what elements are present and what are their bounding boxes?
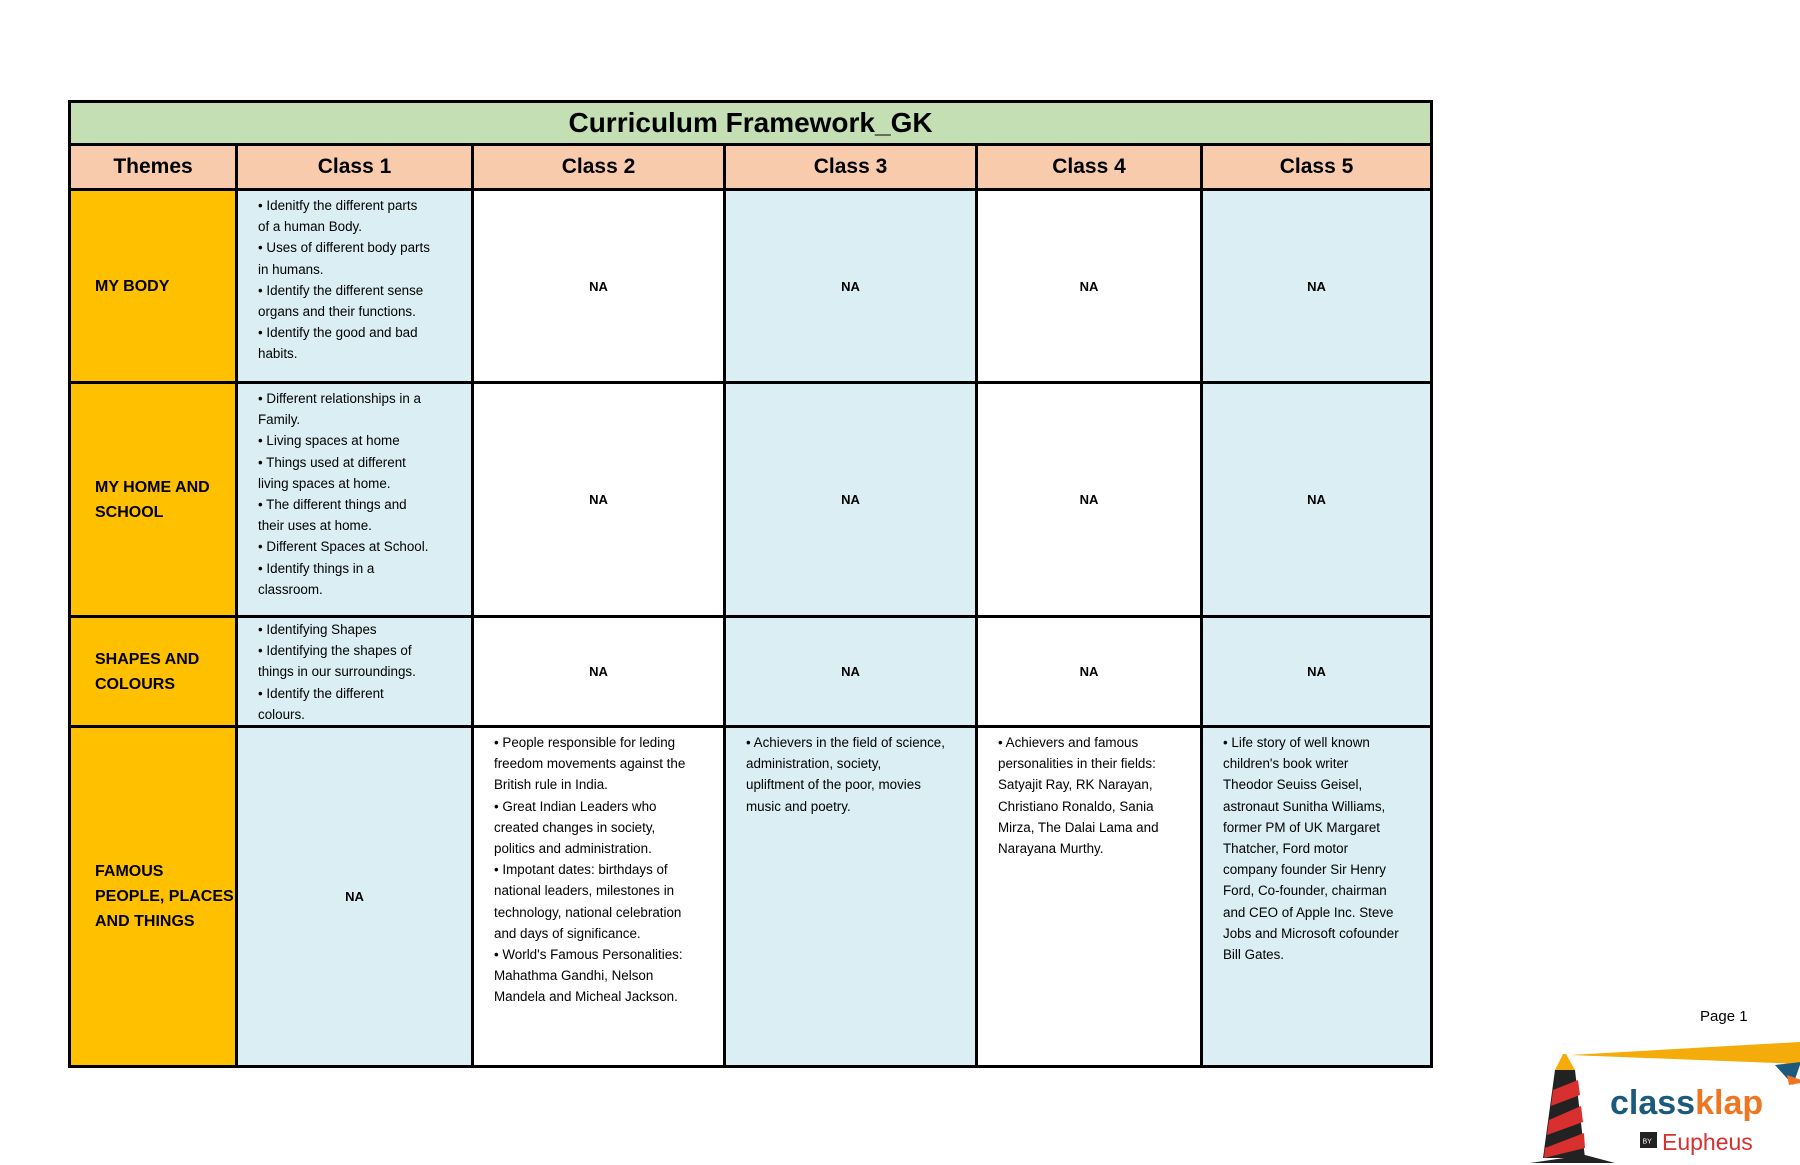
class-5-cell: • Life story of well known children's bo… [1199, 725, 1434, 1069]
header-class-2: Class 2 [471, 143, 726, 191]
header-themes: Themes [68, 143, 238, 191]
logo-by: BY [1643, 1139, 1653, 1146]
class-4-cell: NA [975, 381, 1203, 618]
header-class-3: Class 3 [723, 143, 978, 191]
class-3-cell: NA [723, 188, 978, 384]
table-row: SHAPES AND COLOURS • Identifying Shapes … [68, 614, 1434, 729]
logo-wordmark: classklap [1610, 1084, 1763, 1122]
class-5-cell: NA [1199, 381, 1434, 618]
table-row: MY HOME AND SCHOOL • Different relations… [68, 381, 1434, 618]
class-1-cell: • Different relationships in a Family. •… [235, 381, 474, 618]
table-row: MY BODY • Idenitfy the different parts o… [68, 188, 1434, 384]
curriculum-table: Curriculum Framework_GK Themes Class 1 C… [67, 100, 1434, 1069]
header-class-4: Class 4 [975, 143, 1203, 191]
lighthouse-icon [1530, 1054, 1615, 1163]
class-4-cell: NA [975, 188, 1203, 384]
class-2-cell: NA [471, 614, 726, 729]
class-5-cell: NA [1199, 614, 1434, 729]
class-4-cell: NA [975, 614, 1203, 729]
theme-cell: MY BODY [68, 188, 238, 384]
class-1-cell: • Idenitfy the different parts of a huma… [235, 188, 474, 384]
header-row: Themes Class 1 Class 2 Class 3 Class 4 C… [68, 143, 1434, 191]
class-1-cell: • Identifying Shapes • Identifying the s… [235, 614, 474, 729]
class-5-cell: NA [1199, 188, 1434, 384]
theme-cell: MY HOME AND SCHOOL [68, 381, 238, 618]
class-3-cell: NA [723, 614, 978, 729]
class-3-cell: • Achievers in the field of science, adm… [723, 725, 978, 1069]
class-2-cell: • People responsible for leding freedom … [471, 725, 726, 1069]
theme-cell: FAMOUS PEOPLE, PLACES AND THINGS [68, 725, 238, 1069]
class-1-cell: NA [235, 725, 474, 1069]
class-2-cell: NA [471, 381, 726, 618]
header-class-1: Class 1 [235, 143, 474, 191]
light-beam-icon [1570, 1042, 1800, 1064]
header-class-5: Class 5 [1199, 143, 1434, 191]
class-2-cell: NA [471, 188, 726, 384]
class-4-cell: • Achievers and famous personalities in … [975, 725, 1203, 1069]
logo-publisher: Eupheus [1662, 1129, 1753, 1155]
page-number: Page 1 [1700, 1008, 1748, 1025]
class-3-cell: NA [723, 381, 978, 618]
table-title: Curriculum Framework_GK [67, 100, 1434, 146]
theme-cell: SHAPES AND COLOURS [68, 614, 238, 729]
classklap-logo: classklap BY Eupheus [1530, 1042, 1800, 1163]
table-row: FAMOUS PEOPLE, PLACES AND THINGS NA • Pe… [68, 725, 1434, 1069]
